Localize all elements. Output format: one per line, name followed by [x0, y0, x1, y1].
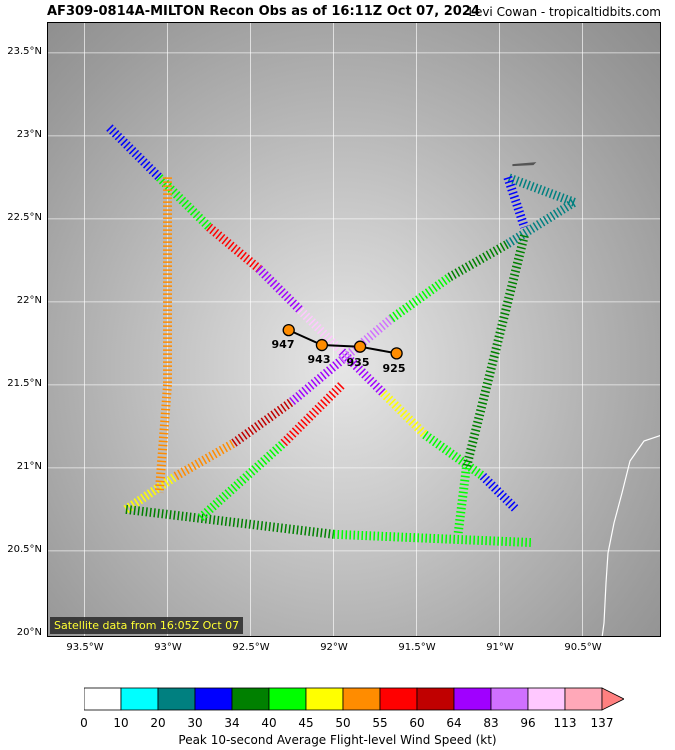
lat-label-23-5: 23.5°N: [7, 46, 42, 57]
colorbar-swatch: [305, 687, 344, 711]
wind-barb-segment: [380, 389, 429, 438]
aircraft-icon: [512, 162, 537, 167]
cb-tick-60: 60: [409, 716, 425, 730]
wind-barb-segment: [503, 175, 529, 229]
cb-tick-83: 83: [483, 716, 499, 730]
wind-barb-segment: [422, 431, 486, 480]
wind-barb-segment: [231, 397, 295, 447]
colorbar-swatch: [120, 687, 159, 711]
center-track-line: [288, 329, 397, 355]
cb-tick-55: 55: [372, 716, 388, 730]
pressure-marker-1: [315, 338, 329, 352]
lat-label-22-5: 22.5°N: [7, 212, 42, 223]
wind-barb-segment: [280, 381, 346, 447]
cb-tick-10: 10: [113, 716, 129, 730]
colorbar-swatch: [564, 687, 603, 711]
wind-barb-segment: [106, 124, 163, 181]
satellite-note: Satellite data from 16:05Z Oct 07: [50, 617, 244, 634]
cb-tick-40: 40: [261, 716, 277, 730]
wind-barb-segment: [255, 265, 304, 314]
colorbar-swatch: [231, 687, 270, 711]
recon-map: Satellite data from 16:05Z Oct 07: [47, 22, 661, 637]
wind-barb-segment: [197, 439, 287, 522]
wind-barb-segment: [453, 467, 471, 535]
cb-tick-137: 137: [590, 716, 614, 730]
wind-barb-segment: [461, 234, 529, 469]
colorbar-swatch: [342, 687, 381, 711]
pressure-marker-0: [282, 323, 295, 337]
pressure-label-947: 947: [271, 338, 295, 351]
lat-label-20-5: 20.5°N: [7, 544, 42, 555]
pressure-label-943: 943: [307, 353, 331, 366]
colorbar-extend-arrow: [601, 687, 624, 711]
pressure-marker-2: [353, 340, 367, 353]
wind-barb-segment: [338, 315, 395, 364]
cb-tick-0: 0: [80, 716, 88, 730]
lon-label-92-5: 92.5°W: [232, 642, 270, 653]
coastline: [601, 435, 660, 636]
cb-tick-96: 96: [520, 716, 536, 730]
colorbar-swatch: [416, 687, 455, 711]
wind-barb-segment: [447, 239, 511, 281]
wind-barb-segment: [125, 504, 335, 539]
wind-barb-segment: [338, 348, 387, 397]
colorbar-swatch: [490, 687, 529, 711]
wind-barb-segment: [389, 273, 453, 323]
lat-label-20: 20°N: [16, 627, 42, 638]
wind-barb-segment: [289, 356, 345, 405]
wind-barb-segment: [206, 223, 262, 273]
cb-tick-30: 30: [187, 716, 203, 730]
wind-barb-segment: [154, 384, 173, 494]
cb-tick-45: 45: [298, 716, 314, 730]
wind-barb-segment: [123, 472, 179, 514]
colorbar-swatch: [194, 687, 233, 711]
colorbar-swatch: [527, 687, 566, 711]
cb-tick-113: 113: [553, 716, 577, 730]
colorbar-swatch: [268, 687, 307, 711]
lon-label-92: 92°W: [320, 642, 348, 653]
map-overlay: [48, 23, 660, 636]
colorbar-swatch: [84, 687, 122, 711]
cb-tick-20: 20: [150, 716, 166, 730]
colorbar-title: Peak 10-second Average Flight-level Wind…: [178, 733, 497, 747]
lat-label-23: 23°N: [16, 129, 42, 140]
credit-text: Levi Cowan - tropicaltidbits.com: [468, 5, 661, 19]
wind-barb-segment: [173, 439, 237, 481]
lat-label-21: 21°N: [16, 461, 42, 472]
cb-tick-50: 50: [335, 716, 351, 730]
lat-label-21-5: 21.5°N: [7, 378, 42, 389]
colorbar-swatch: [157, 687, 196, 711]
wind-barb-segment: [505, 198, 577, 248]
lon-label-91-5: 91.5°W: [398, 642, 436, 653]
lat-label-22: 22°N: [16, 295, 42, 306]
colorbar-swatch: [453, 687, 492, 711]
lon-label-93: 93°W: [154, 642, 182, 653]
map-title: AF309-0814A-MILTON Recon Obs as of 16:11…: [47, 4, 480, 19]
lon-label-93-5: 93.5°W: [66, 642, 104, 653]
pressure-marker-3: [390, 347, 403, 360]
wind-barb-segment: [333, 529, 533, 548]
lon-label-90-5: 90.5°W: [564, 642, 602, 653]
cb-tick-34: 34: [224, 716, 240, 730]
cb-tick-64: 64: [446, 716, 462, 730]
pressure-label-935: 935: [346, 356, 370, 369]
lon-label-91: 91°W: [486, 642, 514, 653]
colorbar-swatch: [379, 687, 418, 711]
wind-barb-segment: [506, 173, 576, 207]
pressure-label-925: 925: [382, 362, 406, 375]
wind-colorbar: [84, 687, 624, 711]
